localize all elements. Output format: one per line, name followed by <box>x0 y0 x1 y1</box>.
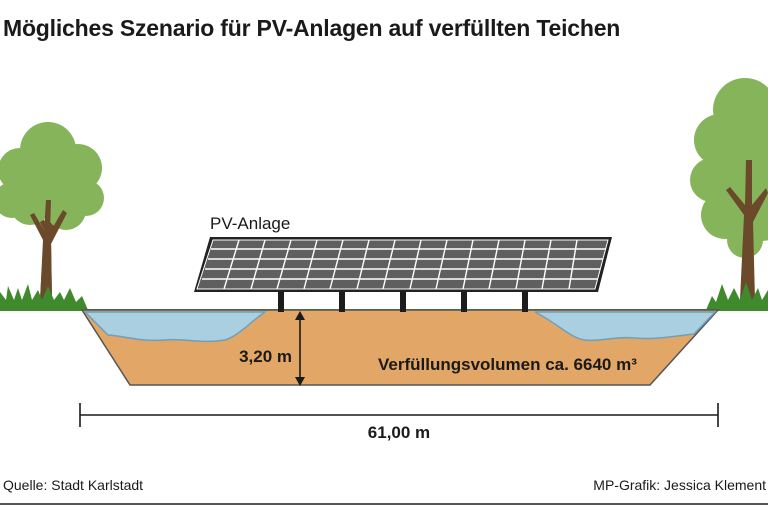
water-left <box>83 311 268 343</box>
water-right <box>534 311 717 342</box>
pv-posts <box>278 290 528 312</box>
pv-panel <box>194 237 612 292</box>
footer-credit: MP-Grafik: Jessica Klement <box>593 477 766 493</box>
bottom-rule <box>0 503 768 505</box>
page-title: Mögliches Szenario für PV-Anlagen auf ve… <box>3 15 621 41</box>
width-label: 61,00 m <box>368 423 430 442</box>
width-dimension <box>79 403 719 427</box>
volume-label: Verfüllungsvolumen ca. 6640 m³ <box>378 355 637 374</box>
tree-right-icon <box>690 78 768 300</box>
depth-label: 3,20 m <box>239 347 292 366</box>
grass-left <box>0 284 88 310</box>
tree-left-icon <box>0 122 104 300</box>
grass-right <box>706 282 768 310</box>
footer-source: Quelle: Stadt Karlstadt <box>3 477 144 493</box>
depth-arrow <box>295 311 305 386</box>
pv-label: PV-Anlage <box>210 214 290 233</box>
